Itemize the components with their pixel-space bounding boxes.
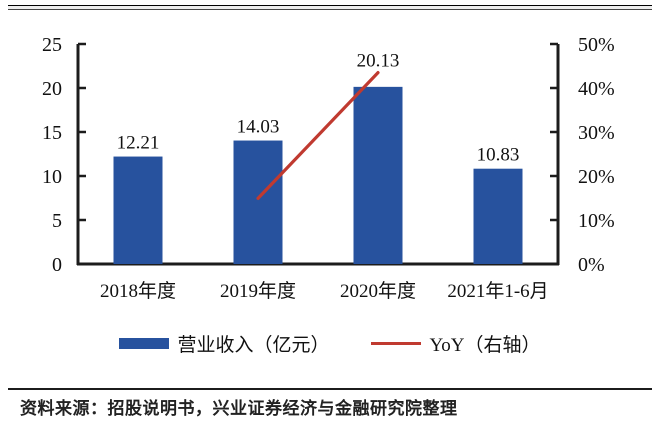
left-axis-tick-label: 0 xyxy=(52,254,62,276)
legend-item-revenue: 营业收入（亿元） xyxy=(119,330,329,357)
revenue-bar xyxy=(473,168,523,264)
right-axis-tick-label: 0% xyxy=(578,254,605,276)
legend-item-yoy: YoY（右轴） xyxy=(371,330,541,357)
source-note: 资料来源：招股说明书，兴业证券经济与金融研究院整理 xyxy=(20,399,458,418)
top-divider xyxy=(8,5,652,10)
left-axis-tick-label: 10 xyxy=(42,166,62,188)
right-axis-tick-label: 10% xyxy=(578,210,615,232)
right-axis-tick-label: 30% xyxy=(578,122,615,144)
revenue-bar xyxy=(113,156,163,264)
revenue-bar xyxy=(353,86,403,264)
legend-revenue-label: 营业收入（亿元） xyxy=(177,334,330,356)
legend-yoy-label: YoY（右轴） xyxy=(429,334,541,356)
category-label: 2018年度 xyxy=(100,280,176,302)
legend-line-swatch xyxy=(371,341,422,345)
right-axis-tick-label: 50% xyxy=(578,34,615,56)
left-axis-tick-label: 15 xyxy=(42,122,62,144)
bar-value-label: 20.13 xyxy=(357,51,400,72)
category-label: 2020年度 xyxy=(340,280,416,302)
yoy-line xyxy=(256,70,380,200)
left-axis-tick-label: 20 xyxy=(42,78,62,100)
chart-legend: 营业收入（亿元） YoY（右轴） xyxy=(0,330,660,357)
legend-bar-swatch xyxy=(119,337,170,349)
bar-value-label: 14.03 xyxy=(237,117,280,138)
category-label: 2019年度 xyxy=(220,280,296,302)
source-divider xyxy=(8,388,652,390)
revenue-yoy-combo-chart: 0 5 10 15 20 25 0% 10% 20% 30% 40% 50% 12.21 2018年度 14… xyxy=(42,34,615,302)
left-axis-tick-label: 25 xyxy=(42,34,62,56)
bar-value-label: 12.21 xyxy=(117,133,160,154)
bar-value-label: 10.83 xyxy=(477,145,520,166)
category-label: 2021年1-6月 xyxy=(447,280,548,302)
right-axis-tick-label: 40% xyxy=(578,78,615,100)
left-axis-tick-label: 5 xyxy=(52,210,62,232)
right-axis-tick-label: 20% xyxy=(578,166,615,188)
revenue-bar xyxy=(233,140,283,264)
